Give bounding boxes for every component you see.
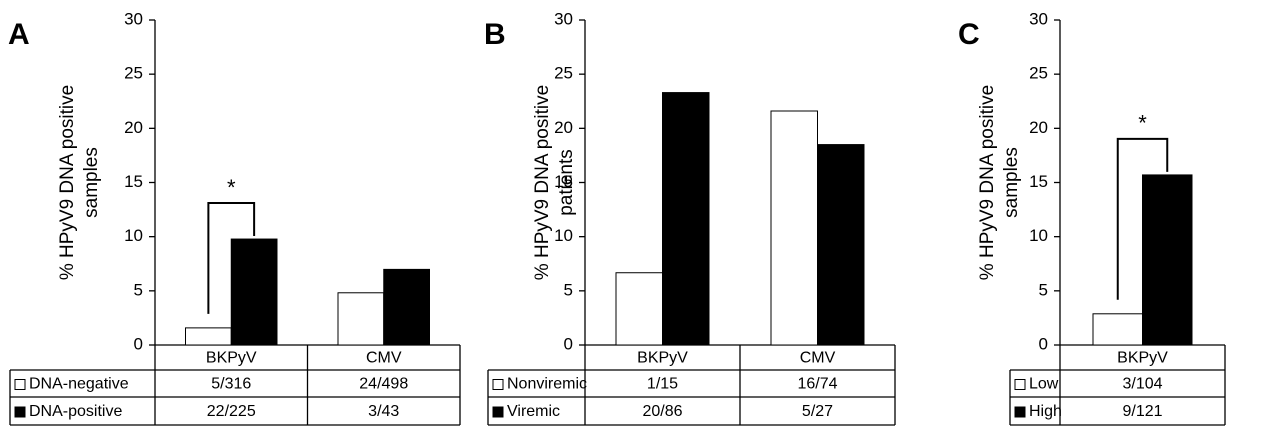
y-tick-label: 20 <box>1029 118 1048 137</box>
category-label: CMV <box>800 350 836 367</box>
legend-label: High <box>1029 403 1062 420</box>
bar <box>230 238 278 346</box>
legend-label: DNA-positive <box>29 403 122 420</box>
y-tick-label: 15 <box>554 172 573 191</box>
category-label: BKPyV <box>206 350 257 367</box>
category-label: CMV <box>366 350 402 367</box>
y-tick-label: 30 <box>124 9 143 28</box>
y-tick-label: 25 <box>1029 64 1048 83</box>
legend-label: Nonviremic <box>507 376 587 393</box>
legend-label: Low <box>1029 376 1059 393</box>
legend-swatch <box>1014 406 1026 418</box>
y-axis-label: samples <box>81 147 102 218</box>
count-cell: 1/15 <box>647 376 678 393</box>
y-tick-label: 10 <box>1029 226 1048 245</box>
bar <box>185 327 232 346</box>
legend-swatch <box>1014 379 1026 390</box>
count-cell: 9/121 <box>1122 403 1162 420</box>
y-tick-label: 5 <box>564 280 573 299</box>
legend-swatch <box>492 379 504 390</box>
count-cell: 3/43 <box>368 403 399 420</box>
count-cell: 22/225 <box>207 403 256 420</box>
count-cell: 24/498 <box>359 376 408 393</box>
y-tick-label: 5 <box>1039 280 1048 299</box>
significance-label: * <box>1138 111 1147 136</box>
legend-swatch <box>14 379 26 390</box>
y-tick-label: 15 <box>124 172 143 191</box>
bar <box>817 144 865 346</box>
legend-label: Viremic <box>507 403 560 420</box>
bar <box>662 92 710 346</box>
legend-swatch <box>492 406 504 418</box>
y-axis-label: % HPyV9 DNA positive <box>57 85 78 280</box>
bar <box>337 292 385 346</box>
count-cell: 3/104 <box>1122 376 1162 393</box>
count-cell: 16/74 <box>797 376 837 393</box>
y-tick-label: 10 <box>554 226 573 245</box>
y-tick-label: 30 <box>1029 9 1048 28</box>
y-tick-label: 0 <box>1039 334 1048 353</box>
y-axis-label: samples <box>1001 147 1022 218</box>
bar <box>615 272 663 346</box>
panel-label: C <box>958 18 980 51</box>
y-tick-label: 15 <box>1029 172 1048 191</box>
count-cell: 5/27 <box>802 403 833 420</box>
bar <box>1142 174 1193 346</box>
panel-label: B <box>484 18 506 51</box>
legend-swatch <box>14 406 26 418</box>
significance-label: * <box>227 175 236 200</box>
y-tick-label: 25 <box>554 64 573 83</box>
y-tick-label: 25 <box>124 64 143 83</box>
y-tick-label: 20 <box>124 118 143 137</box>
y-tick-label: 30 <box>554 9 573 28</box>
y-axis-label: % HPyV9 DNA positive <box>977 85 998 280</box>
y-axis-label: patients <box>556 149 577 216</box>
y-axis-label: % HPyV9 DNA positive <box>532 85 553 280</box>
y-tick-label: 10 <box>124 226 143 245</box>
category-label: BKPyV <box>1117 350 1168 367</box>
bar <box>770 110 818 346</box>
legend-label: DNA-negative <box>29 376 129 393</box>
count-cell: 20/86 <box>642 403 682 420</box>
y-tick-label: 0 <box>564 334 573 353</box>
bar <box>1092 313 1143 346</box>
category-label: BKPyV <box>637 350 688 367</box>
y-tick-label: 5 <box>134 280 143 299</box>
y-tick-label: 20 <box>554 118 573 137</box>
count-cell: 5/316 <box>211 376 251 393</box>
bar <box>383 268 430 346</box>
significance-bracket <box>1116 137 1169 300</box>
y-tick-label: 0 <box>134 334 143 353</box>
significance-bracket <box>207 202 256 314</box>
panel-label: A <box>8 18 30 51</box>
